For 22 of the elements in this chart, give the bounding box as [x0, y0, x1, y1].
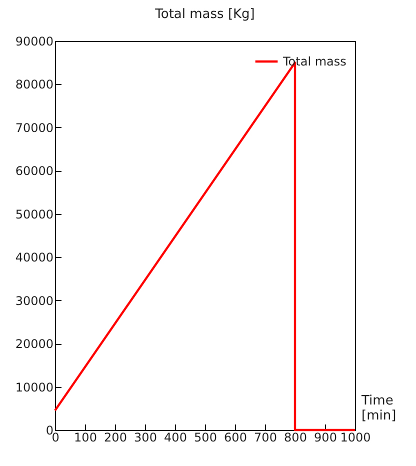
- legend-label: Total mass: [282, 54, 346, 68]
- x-tick-label: 800: [284, 430, 307, 444]
- y-tick-label: 30000: [15, 294, 54, 308]
- x-tick-label: 400: [164, 430, 187, 444]
- y-tick-label: 90000: [15, 34, 54, 48]
- y-tick-label: 80000: [15, 78, 54, 92]
- y-tick-label: 40000: [15, 250, 54, 265]
- x-tick-label: 900: [314, 430, 337, 444]
- x-axis-title: Time [min]: [360, 394, 396, 424]
- y-tick-label: 10000: [15, 380, 54, 394]
- x-tick-label: 200: [104, 430, 127, 444]
- chart-title: Total mass [Kg]: [154, 7, 255, 22]
- x-tick-label: 600: [224, 430, 247, 444]
- y-tick-label: 70000: [15, 120, 54, 135]
- x-tick-label: 300: [134, 430, 157, 444]
- x-tick-label: 1000: [340, 430, 371, 444]
- x-tick-label: 100: [74, 430, 97, 444]
- y-tick-label: 20000: [15, 337, 54, 352]
- y-tick-label: 60000: [15, 164, 54, 178]
- x-tick-label: 700: [254, 430, 277, 444]
- y-tick-label: 50000: [15, 207, 54, 222]
- x-tick-label: 500: [194, 430, 217, 444]
